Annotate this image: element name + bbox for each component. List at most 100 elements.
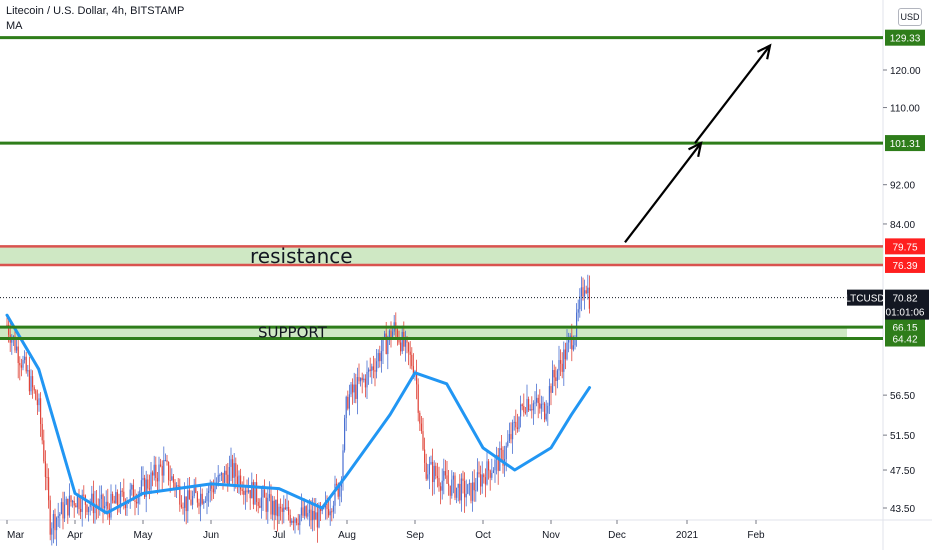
candle-body (473, 482, 475, 491)
level-tag-bg (885, 238, 925, 255)
candle-body (100, 494, 102, 499)
currency-button[interactable]: USD (898, 8, 922, 26)
candle-body (344, 418, 346, 451)
candle-body (371, 366, 373, 371)
candle-body (355, 384, 357, 399)
candle-body (313, 510, 315, 520)
candle-body (480, 474, 482, 487)
candle-body (27, 370, 29, 372)
candle-body (441, 480, 443, 491)
candle-body (332, 505, 334, 512)
candle-body (240, 475, 242, 490)
candle-body (225, 470, 227, 475)
symbol-tag[interactable]: LTCUSD (845, 294, 884, 305)
candle-body (456, 487, 458, 498)
candle-body (478, 472, 480, 475)
candle-body (577, 309, 579, 313)
candle-body (561, 363, 563, 372)
candle-body (238, 475, 240, 485)
candle-body (568, 338, 570, 343)
candle-body (348, 394, 350, 409)
countdown-tag: 01:01:06 (886, 308, 925, 319)
candle-body (275, 499, 277, 516)
candle-body (152, 472, 154, 476)
candle-body (161, 465, 163, 476)
level-tag-129.33[interactable]: 129.33 (890, 34, 921, 45)
candle-body (356, 377, 358, 399)
candle-body (158, 464, 160, 482)
candle-body (540, 404, 542, 409)
resistance-label: resistance (250, 244, 353, 268)
candle-body (420, 423, 422, 432)
projection-arrow[interactable] (624, 142, 702, 243)
candle-body (56, 517, 58, 531)
candle-body (580, 287, 582, 297)
candle-body (200, 493, 202, 507)
x-tick-label: Dec (608, 530, 626, 541)
candle-body (430, 461, 432, 465)
current-price-tag[interactable]: 70.82 (892, 294, 917, 305)
candle-body (516, 427, 518, 430)
candle-body (457, 483, 459, 488)
candle-body (488, 461, 490, 471)
candle-body (220, 472, 222, 476)
candle-body (435, 465, 437, 476)
candle-body (382, 337, 384, 352)
candle-body (588, 287, 590, 309)
moving-average-line (5, 313, 592, 515)
level-tag-101.31[interactable]: 101.31 (890, 139, 921, 150)
candle-body (372, 366, 374, 371)
candle-body (196, 492, 198, 503)
candle-body (78, 495, 80, 509)
candle-body (449, 485, 451, 496)
candle-body (491, 472, 493, 478)
level-tag-66.15[interactable]: 66.15 (892, 323, 917, 334)
candle-body (235, 463, 237, 477)
y-tick-label: 84.00 (890, 220, 915, 231)
candle-body (52, 514, 54, 529)
candle-body (302, 507, 304, 516)
candle-body (195, 487, 197, 493)
candle-body (486, 461, 488, 485)
candle-body (32, 376, 34, 388)
level-tag-64.42[interactable]: 64.42 (892, 335, 917, 346)
candle-body (315, 512, 317, 520)
candle-body (532, 403, 534, 411)
candle-body (563, 349, 565, 372)
candle-body (80, 508, 82, 512)
candle-body (492, 470, 494, 473)
candle-body (468, 482, 470, 485)
level-tag-76.39[interactable]: 76.39 (892, 261, 917, 272)
candle-body (203, 501, 205, 504)
candle-body (368, 369, 370, 372)
candle-body (72, 500, 74, 503)
candle-body (272, 500, 274, 515)
candle-body (374, 370, 376, 372)
candle-body (172, 476, 174, 483)
candle-body (411, 354, 413, 367)
candle-body (422, 431, 424, 450)
candle-body (281, 508, 283, 512)
candle-body (427, 474, 429, 479)
candle-body (64, 504, 66, 519)
candle-body (248, 490, 250, 493)
level-tag-79.75[interactable]: 79.75 (892, 242, 917, 253)
candle-body (28, 370, 30, 392)
candle-body (107, 501, 109, 509)
indicator-label[interactable]: MA (6, 20, 23, 32)
candle-body (193, 487, 195, 497)
projection-arrow-head (688, 141, 703, 158)
candle-body (273, 500, 275, 516)
candle-body (59, 513, 61, 516)
candle-body (123, 491, 125, 501)
candle-body (484, 477, 486, 485)
candle-body (8, 325, 10, 335)
candle-body (166, 459, 168, 462)
candle-body (376, 361, 378, 372)
candle-body (587, 287, 589, 294)
projection-arrow[interactable] (694, 44, 771, 144)
candle-body (120, 490, 122, 508)
candle-body (131, 484, 133, 490)
candle-body (76, 495, 78, 508)
